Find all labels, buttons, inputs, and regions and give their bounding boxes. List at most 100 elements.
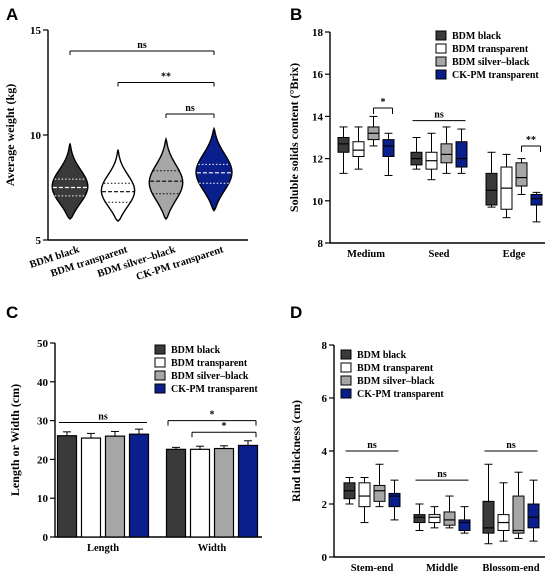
box [458,519,471,532]
y-tick-label: 8 [322,340,328,352]
box [428,514,441,524]
y-axis-title: Soluble solids content (°Brix) [287,63,301,212]
violin-2 [100,149,136,223]
box [358,482,371,508]
box [352,141,365,157]
box [482,500,495,534]
y-tick-label: 30 [37,416,49,428]
x-tick-label: Medium [347,249,385,260]
legend-swatch [154,357,166,368]
box [413,514,426,524]
box [337,137,350,153]
y-tick-label: 14 [312,111,324,123]
x-tick-label: Width [198,543,227,554]
significance-label: ** [526,135,536,146]
legend-swatch [154,344,166,355]
y-axis-title: Rind thickness (cm) [289,400,303,502]
panel-letter-D: D [290,303,302,322]
box [443,511,456,526]
y-tick-label: 5 [36,235,42,247]
panel-letter-C: C [6,303,18,322]
legend-swatch [340,349,352,360]
box [373,484,386,502]
box [440,143,453,164]
y-tick-label: 16 [312,69,324,81]
violin-4 [195,126,233,212]
y-tick-label: 4 [322,446,328,458]
box [512,495,525,534]
y-tick-label: 50 [37,338,49,350]
y-tick-label: 10 [30,130,42,142]
bar [189,448,211,538]
box [515,162,528,187]
legend-label: BDM transparent [171,358,248,369]
legend-swatch [154,370,166,381]
box [530,193,543,206]
significance-label: * [210,410,215,421]
legend-label: CK-PM transparent [171,384,258,395]
legend-swatch [340,362,352,373]
box [382,139,395,157]
y-tick-label: 10 [312,196,324,208]
box [455,141,468,168]
legend-label: BDM black [171,345,221,356]
legend-label: BDM silver–black [171,371,249,382]
x-tick-label: Length [87,543,119,554]
y-tick-label: 0 [43,532,49,544]
y-tick-label: 0 [322,552,328,564]
y-tick-label: 8 [318,238,324,250]
y-tick-label: 40 [37,377,49,389]
significance-label: ns [367,440,377,451]
bar [237,444,259,538]
y-tick-label: 20 [37,454,49,466]
y-tick-label: 15 [30,25,42,37]
legend-label: BDM transparent [452,44,529,55]
panel-letter-A: A [6,5,18,24]
x-tick-label: Edge [503,249,526,260]
y-axis-title: Length or Width (cm) [8,384,22,496]
significance-label: ns [437,469,447,480]
x-tick-label: Middle [426,563,458,574]
bar [80,437,102,538]
y-tick-label: 12 [312,154,324,166]
significance-label: * [222,421,227,432]
significance-label: ns [434,110,444,121]
x-tick-label: Blossom-end [482,563,539,574]
y-tick-label: 2 [322,499,328,511]
y-tick-label: 10 [37,493,49,505]
y-axis-title: Average weight (kg) [3,84,17,186]
x-tick-label: Stem-end [351,563,394,574]
box [485,172,498,206]
significance-label: * [381,97,386,108]
legend-swatch [435,43,447,54]
x-tick-label: Seed [429,249,450,260]
legend-swatch [340,375,352,386]
legend-swatch [435,69,447,80]
violin-1 [51,143,89,220]
legend-swatch [340,388,352,399]
bar [165,448,187,538]
significance-label: ns [185,103,195,114]
bar [213,447,235,538]
legend-label: BDM silver–black [452,57,530,68]
legend-label: BDM silver–black [357,376,435,387]
significance-label: ** [161,72,171,83]
box [527,503,540,529]
legend-label: BDM black [452,31,502,42]
legend-label: CK-PM transparent [452,70,539,81]
legend-swatch [435,30,447,41]
bar [56,435,78,538]
bar [104,435,126,538]
panel-letter-B: B [290,5,302,24]
legend-swatch [435,56,447,67]
violin-3 [148,136,184,221]
significance-label: ns [506,440,516,451]
y-tick-label: 18 [312,27,324,39]
significance-label: ns [98,412,108,423]
significance-label: ns [137,40,147,51]
legend-label: CK-PM transparent [357,389,444,400]
box [388,492,401,508]
legend-swatch [154,383,166,394]
bar [128,433,150,538]
